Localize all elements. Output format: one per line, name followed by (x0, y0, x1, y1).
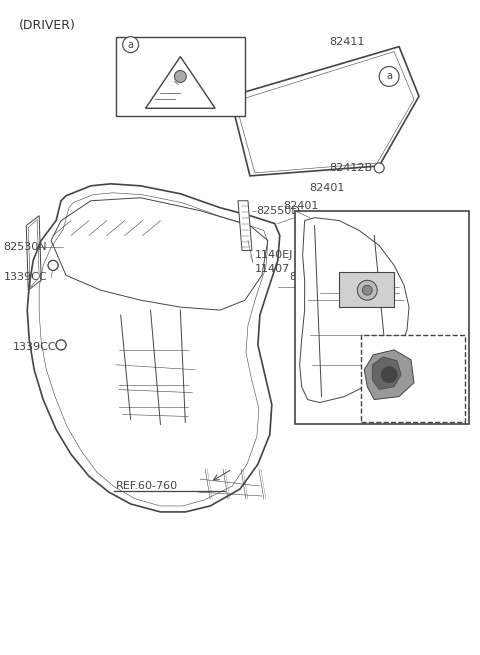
Circle shape (48, 261, 58, 271)
Text: 1339CC: 1339CC (13, 342, 57, 352)
Text: 82411: 82411 (329, 37, 365, 47)
Text: 96111A: 96111A (144, 40, 186, 50)
Circle shape (56, 340, 66, 350)
Circle shape (374, 163, 384, 173)
Text: 82401: 82401 (283, 200, 318, 211)
Text: (W/SAFETY): (W/SAFETY) (365, 334, 426, 344)
Circle shape (174, 71, 186, 83)
Text: (DRIVER): (DRIVER) (19, 19, 76, 32)
Text: a: a (386, 71, 392, 81)
Text: 1140EJ: 1140EJ (255, 250, 293, 261)
Text: 97262A: 97262A (300, 332, 343, 342)
Text: 82412B: 82412B (329, 163, 372, 173)
Circle shape (48, 261, 58, 271)
Circle shape (123, 37, 139, 52)
Circle shape (379, 67, 399, 86)
Circle shape (381, 367, 397, 383)
Text: 82473: 82473 (290, 272, 325, 282)
Text: a: a (128, 40, 133, 50)
Circle shape (56, 340, 66, 350)
FancyBboxPatch shape (295, 211, 468, 424)
Text: 1339CC: 1339CC (3, 272, 47, 282)
Polygon shape (364, 350, 414, 400)
FancyBboxPatch shape (116, 37, 245, 116)
Text: 82401: 82401 (310, 183, 345, 193)
Polygon shape (238, 200, 252, 250)
Text: 51755G: 51755G (329, 312, 373, 322)
Circle shape (362, 285, 372, 295)
Polygon shape (372, 357, 401, 390)
Circle shape (357, 280, 377, 300)
Text: REF.60-760: REF.60-760 (116, 481, 178, 491)
Text: 82450L: 82450L (399, 280, 441, 290)
FancyBboxPatch shape (361, 335, 465, 422)
Text: 82450L: 82450L (371, 411, 413, 421)
Text: 82550D: 82550D (256, 206, 300, 215)
FancyBboxPatch shape (339, 272, 394, 307)
Text: 82530N: 82530N (3, 242, 47, 252)
Text: 11407: 11407 (255, 265, 290, 274)
